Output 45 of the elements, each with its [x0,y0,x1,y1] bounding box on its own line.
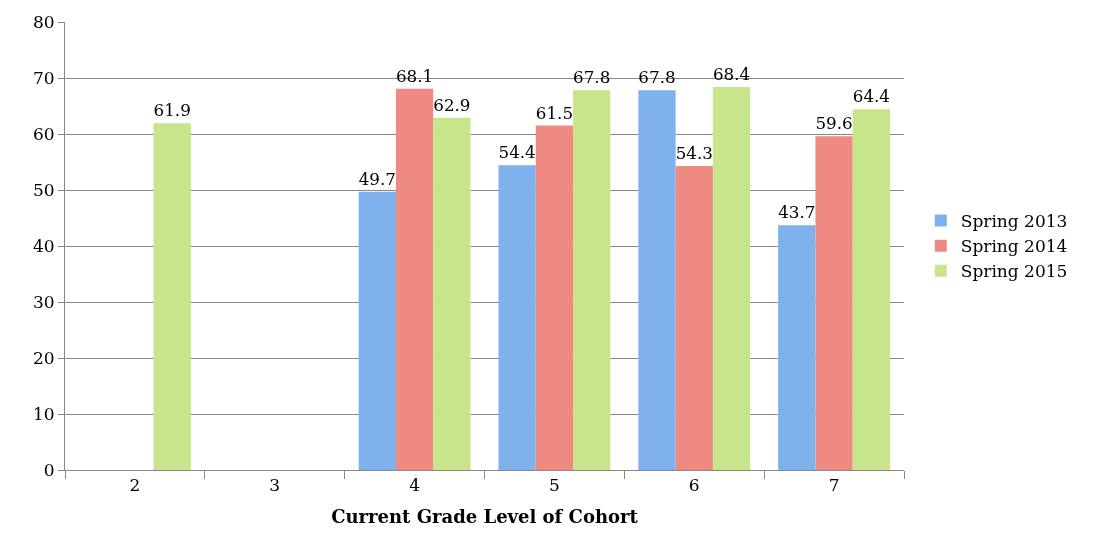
data-label: 43.7 [778,202,816,223]
bar [675,165,713,470]
data-label: 54.4 [498,142,536,163]
y-tick-label: 20 [32,347,55,368]
data-label: 67.8 [573,67,611,88]
bar [815,136,853,470]
bar [358,191,396,470]
bar [638,90,676,470]
data-label: 59.6 [815,113,853,134]
x-tick-label: 6 [688,475,700,496]
bar [535,125,574,470]
x-tick-label: 3 [269,475,281,496]
x-tick-label: 2 [129,475,141,496]
data-label: 67.8 [638,67,676,88]
legend-label: Spring 2015 [960,261,1068,282]
data-label: 54.3 [675,142,713,163]
y-tick-label: 80 [32,11,55,32]
x-tick-label: 7 [828,475,840,496]
data-label: 62.9 [433,94,471,115]
bar [852,109,891,470]
y-tick-label: 40 [32,235,55,256]
data-label: 49.7 [358,168,396,189]
data-label: 61.9 [153,100,191,121]
bar [498,165,536,470]
bar [433,117,471,470]
legend-label: Spring 2013 [960,211,1068,232]
bar [778,225,816,470]
bar [153,123,191,470]
y-tick-label: 70 [32,67,55,88]
data-label: 68.4 [712,64,751,85]
y-tick-label: 30 [32,291,55,312]
data-label: 64.4 [852,86,891,107]
x-axis-title: Current Grade Level of Cohort [331,505,639,527]
x-tick-label: 5 [549,475,560,496]
x-tick-label: 4 [409,475,420,496]
y-tick-label: 0 [43,459,55,480]
y-tick-label: 50 [32,179,55,200]
legend-label: Spring 2014 [960,236,1068,257]
data-label: 68.1 [395,65,434,86]
bar [573,90,611,470]
y-tick-label: 60 [32,123,55,144]
bar [395,88,434,470]
bar [712,86,751,470]
y-tick-label: 10 [32,403,55,424]
data-label: 61.5 [535,102,574,123]
